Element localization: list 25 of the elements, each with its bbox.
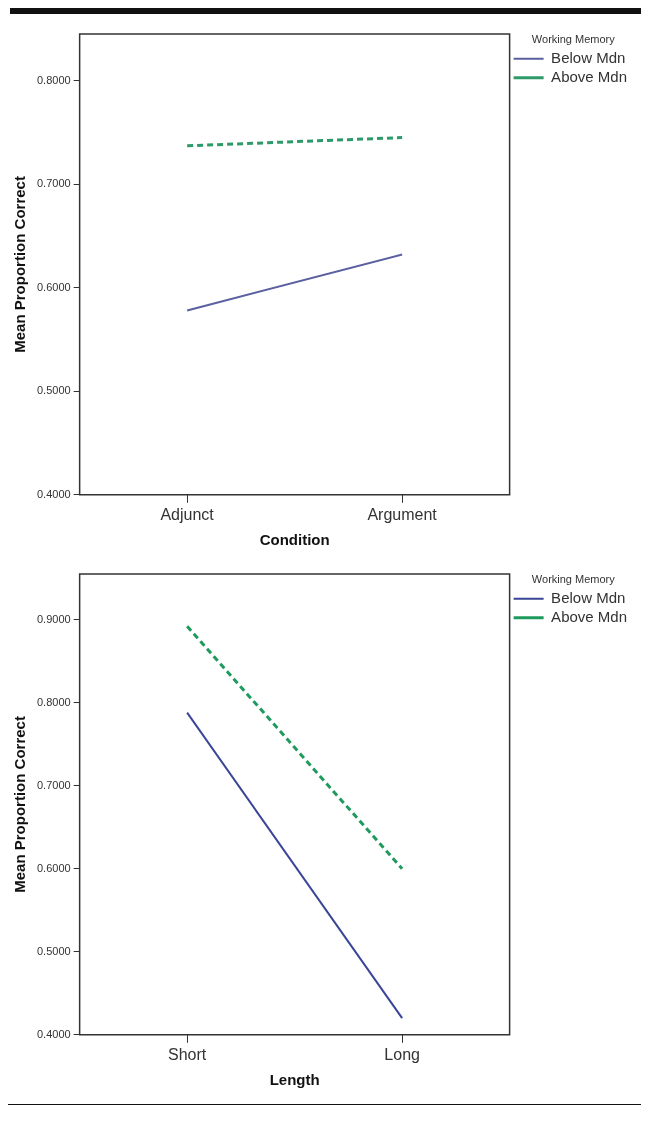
y-tick-label: 0.6000	[36, 861, 71, 874]
x-tick-label: Long	[384, 1045, 420, 1063]
y-tick-label: 0.4000	[36, 1027, 71, 1040]
y-axis-title: Mean Proportion Correct	[11, 716, 29, 893]
legend-label: Above Mdn	[551, 607, 628, 625]
legend-label: Above Mdn	[551, 67, 628, 85]
y-tick-label: 0.8000	[36, 73, 71, 86]
x-axis-title: Length	[269, 1071, 320, 1089]
y-tick-label: 0.8000	[36, 695, 71, 708]
y-tick-label: 0.5000	[36, 384, 71, 397]
x-tick-label: Argument	[367, 505, 438, 523]
y-tick-label: 0.4000	[36, 487, 71, 500]
y-tick-label: 0.9000	[36, 612, 71, 625]
y-tick-label: 0.6000	[36, 280, 71, 293]
x-axis-title: Condition	[259, 531, 330, 549]
legend-label: Below Mdn	[551, 48, 626, 66]
legend-title: Working Memory	[531, 572, 616, 585]
legend-label: Below Mdn	[551, 588, 626, 606]
y-tick-label: 0.7000	[36, 778, 71, 791]
y-tick-label: 0.7000	[36, 177, 71, 190]
legend-title: Working Memory	[531, 32, 616, 45]
y-axis-title: Mean Proportion Correct	[11, 176, 29, 353]
x-tick-label: Adjunct	[160, 505, 215, 523]
y-tick-label: 0.5000	[36, 944, 71, 957]
x-tick-label: Short	[168, 1045, 207, 1063]
